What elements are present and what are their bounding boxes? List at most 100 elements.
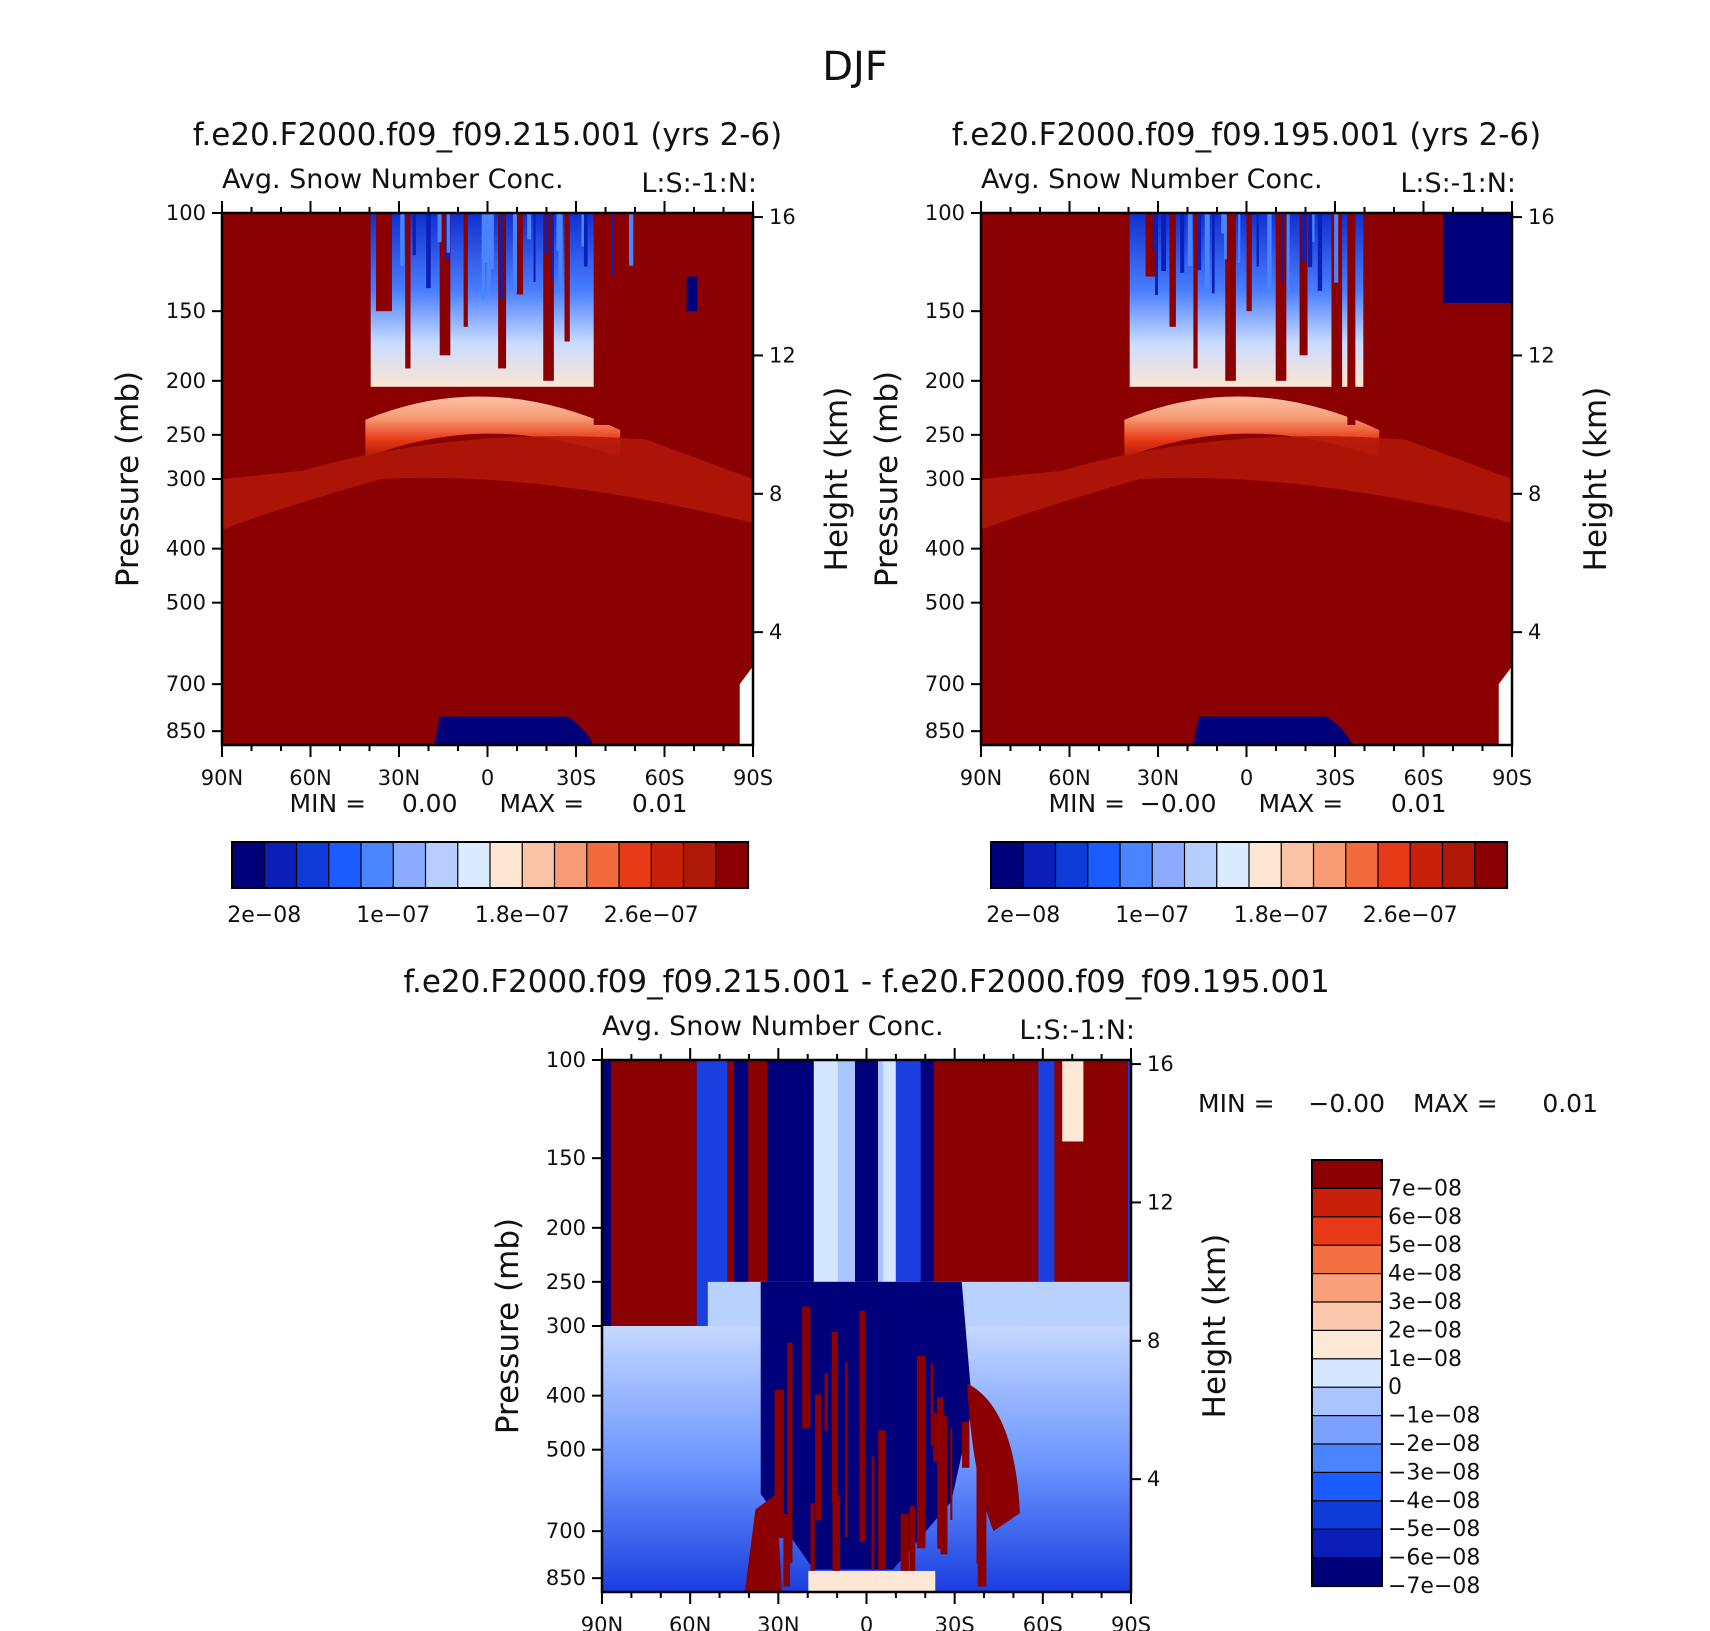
field-streak xyxy=(916,1355,926,1549)
colorbar-box xyxy=(1280,841,1315,889)
colorbar-box xyxy=(1377,841,1412,889)
y-tick-label: 700 xyxy=(925,672,965,696)
field-streak xyxy=(544,213,549,255)
y2-tick-label: 16 xyxy=(1147,1052,1174,1076)
colorbar-box xyxy=(1183,841,1218,889)
y-tick-label: 500 xyxy=(546,1438,586,1462)
colorbar-label: −7e−08 xyxy=(1388,1574,1480,1599)
field-streak xyxy=(1301,213,1307,261)
y-tick-label: 700 xyxy=(166,672,206,696)
field-surface-blue xyxy=(1193,716,1353,745)
field-mid-layer xyxy=(222,436,753,530)
colorbar-box xyxy=(1311,1187,1383,1218)
field-column xyxy=(405,213,411,369)
field-streak xyxy=(486,213,491,295)
colorbar-label: −6e−08 xyxy=(1388,1546,1480,1571)
colorbar-label: −4e−08 xyxy=(1388,1489,1480,1514)
y2-tick-label: 16 xyxy=(1528,205,1555,229)
x-tick-label: 60S xyxy=(644,766,684,790)
colorbar-label: 1e−07 xyxy=(356,903,430,928)
colorbar-label: 1e−07 xyxy=(1115,903,1189,928)
colorbar-box xyxy=(1119,841,1154,889)
y-tick-label: 100 xyxy=(925,201,965,225)
x-tick-label: 30S xyxy=(1315,766,1355,790)
field-upper-column xyxy=(602,1060,612,1326)
field-streak xyxy=(500,213,503,300)
field-upper-column xyxy=(1112,1060,1129,1282)
field-sh-block xyxy=(686,276,698,312)
y-tick-label: 200 xyxy=(166,369,206,393)
y-tick-label: 500 xyxy=(166,591,206,615)
colorbar: 2e−08 1e−07 1.8e−07 2.6e−07 xyxy=(986,841,1509,928)
field-streak xyxy=(1309,213,1313,264)
colorbar-box xyxy=(521,841,556,889)
field-streak xyxy=(611,213,614,276)
field-column xyxy=(1299,213,1308,356)
field-column xyxy=(1275,213,1287,381)
field-upper-column xyxy=(627,1060,638,1326)
x-tick-label: 30S xyxy=(935,1613,975,1631)
colorbar-box xyxy=(489,841,524,889)
field-upper-column xyxy=(748,1060,768,1282)
field-streak xyxy=(426,213,431,289)
colorbar-label: 1.8e−07 xyxy=(1234,903,1329,928)
contour-field xyxy=(602,1060,1131,1592)
field-column xyxy=(1246,213,1252,312)
field-column xyxy=(1145,213,1157,277)
field-upper-column xyxy=(1092,1060,1114,1282)
panel-subtitle: Avg. Snow Number Conc. xyxy=(981,164,1323,195)
y-tick-label: 200 xyxy=(925,369,965,393)
field-column xyxy=(593,213,621,425)
colorbar-box xyxy=(392,841,427,889)
colorbar: 2e−08 1e−07 1.8e−07 2.6e−07 xyxy=(227,841,750,928)
field-streak xyxy=(815,1394,822,1521)
colorbar-box xyxy=(715,841,750,889)
y-tick-label: 300 xyxy=(925,467,965,491)
field-streak xyxy=(950,1428,953,1520)
y2-axis-label: Height (km) xyxy=(1578,387,1614,572)
y-axis-label: Pressure (mb) xyxy=(869,371,905,587)
field-column xyxy=(1225,213,1236,381)
x-tick-label: 60N xyxy=(1048,766,1090,790)
colorbar-box xyxy=(1248,841,1283,889)
field-upper-column xyxy=(933,1060,943,1282)
colorbar-box xyxy=(263,841,298,889)
y2-axis-label: Height (km) xyxy=(819,387,855,572)
field-streak xyxy=(583,213,588,267)
field-column xyxy=(543,213,554,381)
colorbar-box xyxy=(1345,841,1380,889)
y-tick-label: 850 xyxy=(166,719,206,743)
colorbar-label: −5e−08 xyxy=(1388,1517,1480,1542)
x-tick-label: 90S xyxy=(1492,766,1532,790)
field-streak xyxy=(551,213,554,281)
field-streak xyxy=(1221,213,1226,234)
field-upper-column xyxy=(992,1060,1012,1282)
colorbar-label: 5e−08 xyxy=(1388,1233,1462,1258)
field-streak xyxy=(1180,213,1185,273)
contour-field xyxy=(981,213,1512,745)
figure-title: DJF xyxy=(822,44,888,90)
panel-title: f.e20.F2000.f09_f09.215.001 - f.e20.F200… xyxy=(403,964,1329,1000)
colorbar-box xyxy=(1311,1216,1383,1247)
y-tick-label: 500 xyxy=(925,591,965,615)
y2-tick-label: 16 xyxy=(769,205,796,229)
field-column xyxy=(439,213,451,356)
field-streak xyxy=(1152,213,1157,251)
field-streak xyxy=(824,1373,828,1432)
field-upper-column xyxy=(877,1060,884,1282)
field-missing xyxy=(1498,666,1512,745)
field-mid-layer xyxy=(981,436,1512,530)
y-tick-label: 300 xyxy=(546,1314,586,1338)
max-label: MAX = xyxy=(1413,1089,1498,1118)
y2-tick-label: 8 xyxy=(769,482,782,506)
min-label: MIN = xyxy=(1049,789,1126,818)
colorbar-box xyxy=(1311,1329,1383,1360)
field-streak xyxy=(1286,213,1290,294)
field-plume xyxy=(744,1493,782,1592)
colorbar-box xyxy=(586,841,621,889)
colorbar-box xyxy=(1311,1244,1383,1275)
x-tick-label: 0 xyxy=(860,1613,873,1631)
field-upper-column xyxy=(895,1060,922,1282)
field-upper-column xyxy=(610,1060,629,1326)
